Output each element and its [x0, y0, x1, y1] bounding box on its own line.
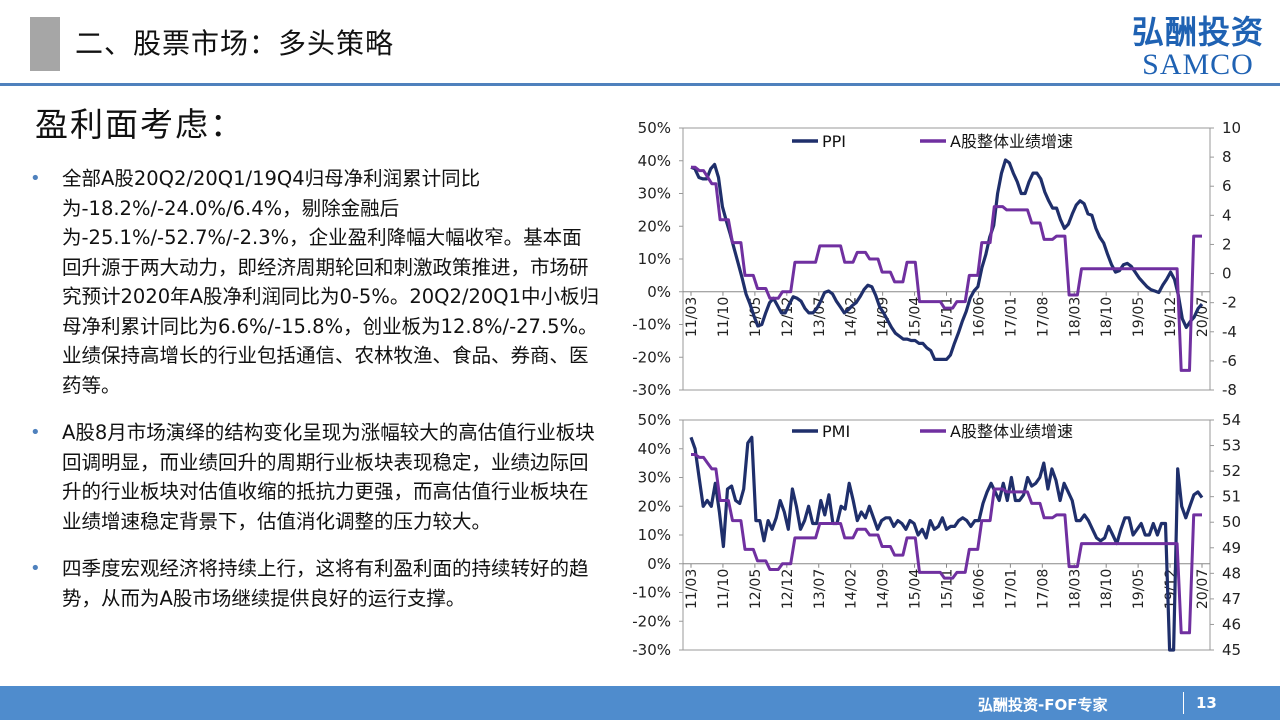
right-tick-label: 6	[1222, 177, 1232, 195]
x-tick-label: 12/05	[748, 569, 764, 609]
x-tick-label: 20/07	[1195, 569, 1211, 609]
company-logo: 弘酬投资 SAMCO	[1132, 14, 1264, 80]
legend-label: PMI	[822, 422, 850, 441]
bullet-item: • 全部A股20Q2/20Q1/19Q4归母净利润累计同比为-18.2%/-24…	[30, 164, 600, 400]
left-tick-label: -30%	[632, 641, 671, 659]
legend-label: PPI	[822, 132, 846, 151]
x-tick-label: 12/12	[780, 297, 796, 337]
right-tick-label: 0	[1222, 265, 1232, 283]
bullet-dot-icon: •	[30, 168, 41, 189]
right-tick-label: 47	[1222, 590, 1241, 608]
logo-chinese-text: 弘酬投资	[1131, 13, 1264, 51]
left-tick-label: -10%	[632, 584, 671, 602]
plot-frame	[682, 127, 1211, 391]
right-tick-label: 53	[1222, 437, 1241, 455]
x-tick-label: 14/02	[844, 569, 860, 609]
left-tick-label: 20%	[638, 497, 671, 515]
left-tick-label: 10%	[638, 526, 671, 544]
x-tick-label: 19/12	[1163, 297, 1179, 337]
right-tick-label: 45	[1222, 641, 1241, 659]
x-tick-label: 13/07	[812, 297, 828, 337]
right-tick-label: 54	[1222, 411, 1241, 429]
left-tick-label: 30%	[638, 469, 671, 487]
x-tick-label: 17/08	[1035, 297, 1051, 337]
right-tick-label: 49	[1222, 539, 1241, 557]
footer-bar	[0, 686, 1280, 720]
x-tick-label: 18/10	[1099, 297, 1115, 337]
chart-2: -30% -20% -10% 0% 10% 20% 30% 40% 50% 45 46 47 48 49 5…	[632, 411, 1241, 659]
bullet-item: • A股8月市场演绎的结构变化呈现为涨幅较大的高估值行业板块回调明显，而业绩回升…	[30, 418, 600, 536]
bullet-list: • 全部A股20Q2/20Q1/19Q4归母净利润累计同比为-18.2%/-24…	[30, 164, 600, 631]
left-tick-label: -30%	[632, 381, 671, 399]
left-tick-label: 0%	[647, 283, 671, 301]
series-line-secondary	[691, 165, 1202, 372]
left-tick-label: 10%	[638, 250, 671, 268]
x-tick-label: 11/10	[716, 569, 732, 609]
slide-subtitle: 盈利面考虑：	[35, 105, 245, 144]
x-tick-label: 18/03	[1067, 297, 1083, 337]
right-tick-label: 50	[1222, 513, 1241, 531]
header-divider	[0, 83, 1280, 86]
right-tick-label: 46	[1222, 615, 1241, 633]
x-tick-label: 11/03	[684, 297, 700, 337]
x-tick-label: 17/01	[1003, 297, 1019, 337]
page-number: 13	[1196, 694, 1217, 712]
left-tick-label: 40%	[638, 440, 671, 458]
right-tick-label: 2	[1222, 235, 1232, 253]
right-tick-label: -4	[1222, 323, 1237, 341]
bullet-text: 四季度宏观经济将持续上行，这将有利盈利面的持续转好的趋势，从而为A股市场继续提供…	[62, 557, 589, 610]
series-line-primary	[690, 158, 1204, 361]
x-tick-label: 16/06	[971, 297, 987, 337]
left-tick-label: 50%	[638, 411, 671, 429]
section-title: 二、股票市场：多头策略	[75, 27, 395, 60]
x-tick-label: 15/04	[908, 297, 924, 337]
left-tick-label: 30%	[638, 185, 671, 203]
x-tick-label: 12/12	[780, 569, 796, 609]
x-tick-label: 16/06	[971, 569, 987, 609]
right-tick-label: -8	[1222, 381, 1237, 399]
x-tick-label: 19/05	[1131, 297, 1147, 337]
x-tick-label: 18/03	[1067, 569, 1083, 609]
x-tick-label: 11/10	[716, 297, 732, 337]
right-tick-label: -6	[1222, 352, 1237, 370]
left-tick-label: 0%	[647, 555, 671, 573]
series-line-secondary	[691, 453, 1202, 635]
x-tick-label: 19/05	[1131, 569, 1147, 609]
x-tick-label: 20/07	[1195, 297, 1211, 337]
chart-1: -30% -20% -10% 0% 10% 20% 30% 40% 50% -8 -6 -4 -2 0 2 4…	[632, 119, 1241, 399]
bullet-item: • 四季度宏观经济将持续上行，这将有利盈利面的持续转好的趋势，从而为A股市场继续…	[30, 554, 600, 613]
footer-text: 弘酬投资-FOF专家	[978, 696, 1108, 714]
bullet-text: A股8月市场演绎的结构变化呈现为涨幅较大的高估值行业板块回调明显，而业绩回升的周…	[62, 421, 595, 533]
left-tick-label: -20%	[632, 612, 671, 630]
legend-label: A股整体业绩增速	[950, 422, 1073, 441]
left-tick-label: -10%	[632, 316, 671, 334]
bullet-dot-icon: •	[30, 422, 41, 443]
x-tick-label: 13/07	[812, 569, 828, 609]
bullet-text: 全部A股20Q2/20Q1/19Q4归母净利润累计同比为-18.2%/-24.0…	[62, 167, 600, 397]
right-tick-label: 51	[1222, 488, 1241, 506]
x-tick-label: 15/04	[908, 569, 924, 609]
left-tick-label: -20%	[632, 348, 671, 366]
header-accent-bar	[30, 17, 60, 71]
x-tick-label: 14/02	[844, 297, 860, 337]
right-tick-label: 8	[1222, 148, 1232, 166]
logo-english-text: SAMCO	[1142, 48, 1254, 81]
footer-divider	[1183, 692, 1184, 714]
right-tick-label: 52	[1222, 462, 1241, 480]
bullet-dot-icon: •	[30, 558, 41, 579]
x-tick-label: 11/03	[684, 569, 700, 609]
left-tick-label: 20%	[638, 217, 671, 235]
right-tick-label: 4	[1222, 206, 1232, 224]
x-tick-label: 14/09	[876, 569, 892, 609]
right-tick-label: 48	[1222, 564, 1241, 582]
left-tick-label: 50%	[638, 119, 671, 137]
legend-label: A股整体业绩增速	[950, 132, 1073, 151]
x-tick-label: 17/01	[1003, 569, 1019, 609]
x-tick-label: 17/08	[1035, 569, 1051, 609]
right-tick-label: -2	[1222, 294, 1237, 312]
x-tick-label: 18/10	[1099, 569, 1115, 609]
left-tick-label: 40%	[638, 152, 671, 170]
right-tick-label: 10	[1222, 119, 1241, 137]
